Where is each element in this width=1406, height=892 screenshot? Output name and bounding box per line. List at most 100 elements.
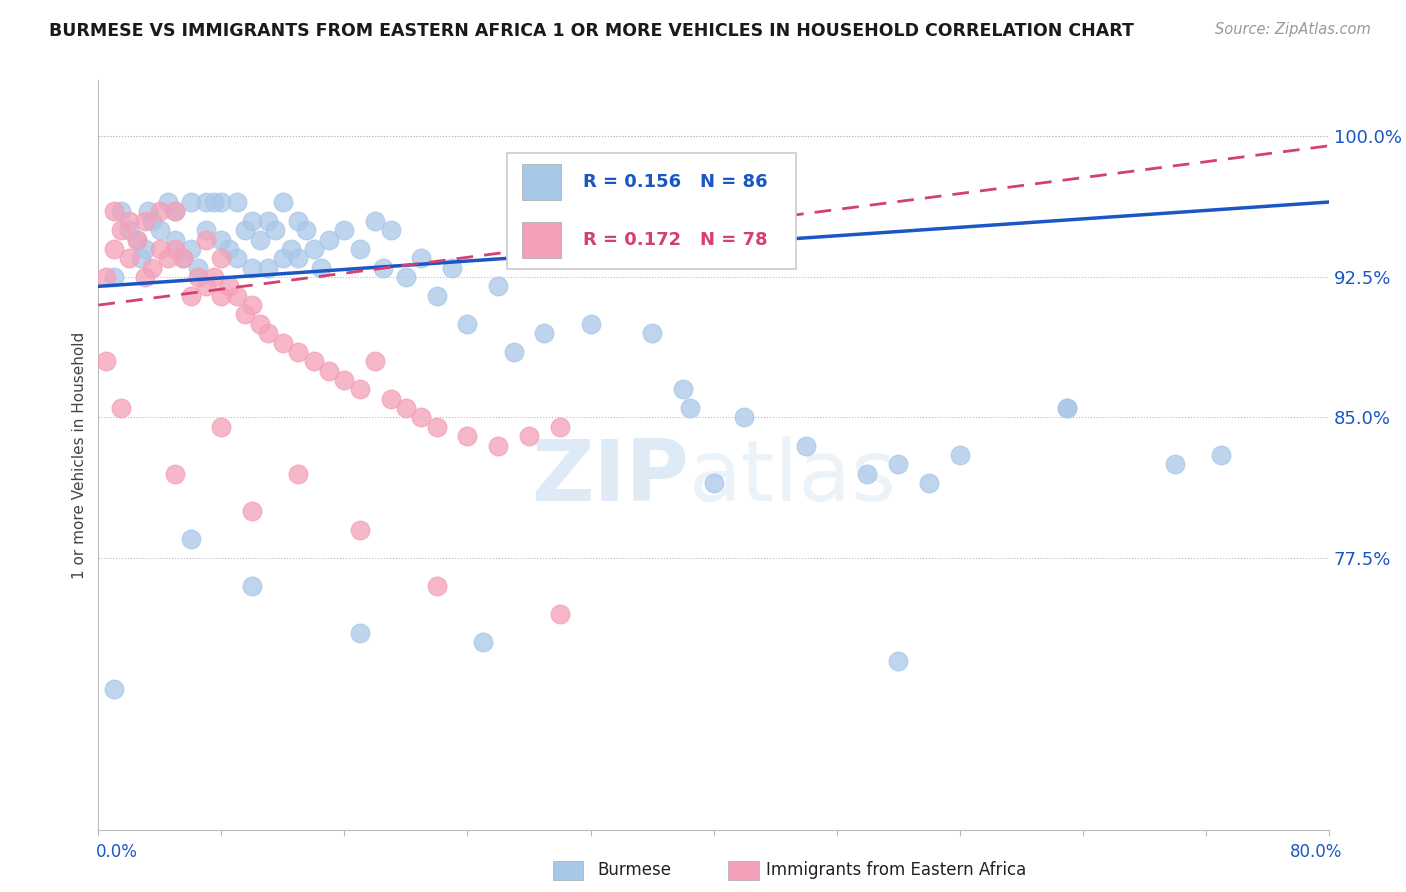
Point bbox=[110, 223, 132, 237]
Point bbox=[411, 410, 433, 425]
Point bbox=[364, 213, 387, 227]
Point bbox=[249, 317, 271, 331]
Point bbox=[172, 252, 194, 266]
Point bbox=[187, 269, 209, 284]
Point bbox=[349, 626, 371, 640]
Point bbox=[256, 213, 278, 227]
Text: Immigrants from Eastern Africa: Immigrants from Eastern Africa bbox=[766, 861, 1026, 879]
Point bbox=[733, 410, 755, 425]
Point bbox=[949, 448, 972, 462]
Point bbox=[156, 194, 179, 209]
Text: N = 86: N = 86 bbox=[700, 173, 768, 191]
Text: R = 0.172: R = 0.172 bbox=[583, 231, 682, 249]
Point bbox=[180, 194, 202, 209]
Point bbox=[103, 242, 125, 256]
Text: Source: ZipAtlas.com: Source: ZipAtlas.com bbox=[1215, 22, 1371, 37]
Point bbox=[249, 232, 271, 246]
Point bbox=[856, 467, 879, 481]
Text: ZIP: ZIP bbox=[531, 436, 689, 519]
Y-axis label: 1 or more Vehicles in Household: 1 or more Vehicles in Household bbox=[72, 331, 87, 579]
Point bbox=[211, 419, 233, 434]
Point bbox=[471, 635, 494, 649]
Point bbox=[441, 260, 464, 275]
Point bbox=[371, 260, 394, 275]
Point bbox=[149, 223, 172, 237]
Point bbox=[349, 382, 371, 396]
Point bbox=[165, 242, 187, 256]
Point bbox=[502, 344, 524, 359]
Point bbox=[225, 252, 247, 266]
Point bbox=[118, 223, 141, 237]
Point bbox=[233, 223, 256, 237]
Point bbox=[149, 204, 172, 219]
Point bbox=[218, 279, 240, 293]
Point bbox=[287, 252, 309, 266]
Point bbox=[395, 401, 418, 415]
Point bbox=[172, 252, 194, 266]
Point bbox=[225, 288, 247, 302]
Point bbox=[240, 504, 263, 518]
Point bbox=[103, 269, 125, 284]
Point bbox=[165, 204, 187, 219]
Point bbox=[548, 607, 571, 622]
Point bbox=[426, 579, 449, 593]
Point bbox=[165, 232, 187, 246]
Point bbox=[195, 232, 218, 246]
Point bbox=[136, 204, 159, 219]
Point bbox=[256, 260, 278, 275]
Point bbox=[118, 252, 141, 266]
Point bbox=[187, 260, 209, 275]
Point bbox=[165, 467, 187, 481]
Point bbox=[125, 232, 148, 246]
Point bbox=[271, 252, 294, 266]
Point bbox=[579, 317, 602, 331]
Point bbox=[287, 467, 309, 481]
Point bbox=[1056, 401, 1078, 415]
Point bbox=[134, 269, 156, 284]
Point bbox=[118, 213, 141, 227]
Point bbox=[426, 288, 449, 302]
Point bbox=[380, 392, 402, 406]
Point bbox=[302, 242, 325, 256]
Point bbox=[211, 288, 233, 302]
Point bbox=[318, 364, 340, 378]
Point bbox=[280, 242, 302, 256]
Point bbox=[195, 279, 218, 293]
Text: 80.0%: 80.0% bbox=[1291, 843, 1343, 861]
Bar bbox=[522, 222, 561, 258]
Point bbox=[364, 354, 387, 368]
Point bbox=[240, 298, 263, 312]
Point bbox=[240, 213, 263, 227]
Point bbox=[703, 476, 725, 491]
Point bbox=[141, 260, 163, 275]
Point bbox=[218, 242, 240, 256]
Point bbox=[180, 532, 202, 546]
Point bbox=[165, 204, 187, 219]
Point bbox=[180, 242, 202, 256]
Point bbox=[311, 260, 333, 275]
Point bbox=[110, 204, 132, 219]
FancyBboxPatch shape bbox=[508, 153, 796, 269]
Text: BURMESE VS IMMIGRANTS FROM EASTERN AFRICA 1 OR MORE VEHICLES IN HOUSEHOLD CORREL: BURMESE VS IMMIGRANTS FROM EASTERN AFRIC… bbox=[49, 22, 1135, 40]
Point bbox=[202, 269, 225, 284]
Point bbox=[349, 523, 371, 537]
Point bbox=[195, 194, 218, 209]
Point bbox=[211, 252, 233, 266]
Point bbox=[457, 429, 479, 443]
Point bbox=[887, 654, 910, 668]
Point bbox=[679, 401, 702, 415]
Bar bbox=[522, 164, 561, 200]
Point bbox=[672, 382, 695, 396]
Point bbox=[918, 476, 941, 491]
Point bbox=[94, 354, 117, 368]
Point bbox=[641, 326, 664, 340]
Point bbox=[457, 317, 479, 331]
Point bbox=[256, 326, 278, 340]
Point bbox=[1164, 457, 1187, 471]
Point bbox=[233, 307, 256, 321]
Point bbox=[380, 223, 402, 237]
Point bbox=[271, 335, 294, 350]
Point bbox=[103, 204, 125, 219]
Text: atlas: atlas bbox=[689, 436, 897, 519]
Text: N = 78: N = 78 bbox=[700, 231, 768, 249]
